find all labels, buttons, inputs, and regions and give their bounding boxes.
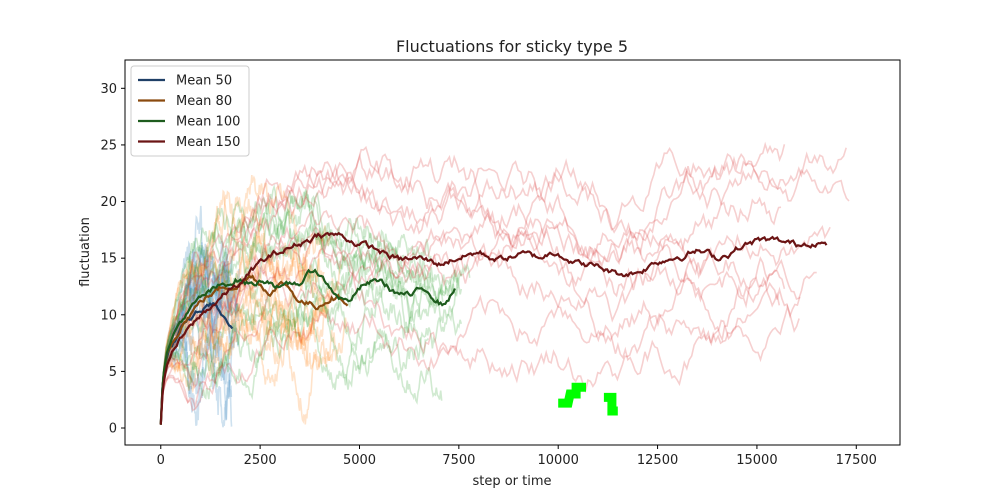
- chart-title: Fluctuations for sticky type 5: [396, 37, 628, 56]
- y-tick-label: 0: [109, 422, 117, 437]
- background-run-line: [160, 175, 343, 425]
- legend-box: [130, 65, 250, 157]
- legend: Mean 50 Mean 80 Mean 100 Mean 150: [130, 65, 250, 157]
- series-line-mean-100: [159, 268, 456, 425]
- mean-series-lines: [159, 231, 828, 425]
- background-run-line: [160, 241, 241, 425]
- x-tick-label: 5000: [343, 453, 376, 468]
- background-run-line: [160, 141, 786, 425]
- background-run-line: [160, 147, 847, 425]
- background-run-line: [160, 270, 800, 425]
- background-run-line: [160, 231, 325, 425]
- x-tick-label: 12500: [637, 453, 678, 468]
- background-run-line: [160, 242, 240, 425]
- background-run-line: [160, 260, 331, 425]
- background-run-line: [160, 183, 463, 425]
- green-marker: [603, 392, 618, 416]
- y-tick-label: 25: [100, 138, 117, 153]
- x-axis-label: step or time: [472, 474, 551, 489]
- background-run-line: [160, 189, 331, 425]
- y-tick-label: 30: [100, 82, 117, 97]
- legend-entry: Mean 80: [176, 94, 232, 109]
- x-tick-label: 2500: [244, 453, 277, 468]
- background-run-line: [160, 320, 234, 428]
- background-run-line: [160, 264, 230, 425]
- green-marker: [558, 382, 586, 408]
- background-runs: [160, 141, 850, 428]
- legend-entry: Mean 100: [176, 115, 240, 130]
- series-line-mean-50: [159, 301, 234, 425]
- background-run-line: [160, 202, 432, 425]
- background-run-line: [160, 207, 444, 425]
- legend-entry: Mean 50: [176, 74, 232, 89]
- y-tick-label: 5: [109, 365, 117, 380]
- x-tick-label: 17500: [836, 453, 877, 468]
- background-run-line: [160, 271, 239, 425]
- background-run-line: [160, 276, 433, 425]
- plot-frame: [124, 59, 901, 446]
- series-line-mean-80: [159, 274, 349, 425]
- y-tick-label: 10: [100, 308, 117, 323]
- y-axis-label: fluctuation: [78, 217, 93, 287]
- legend-entry: Mean 150: [176, 135, 240, 150]
- series-line-mean-150: [159, 231, 828, 425]
- green-markers: [558, 382, 618, 416]
- background-run-line: [160, 285, 463, 425]
- x-tick-label: 10000: [538, 453, 579, 468]
- x-axis-ticks: 0 2500 5000 7500 10000 12500 15000 17500: [157, 445, 877, 468]
- y-tick-label: 20: [100, 195, 117, 210]
- background-run-line: [160, 188, 429, 425]
- y-axis-ticks: 0 5 10 15 20 25 30: [100, 82, 125, 437]
- background-run-line: [160, 283, 331, 425]
- background-run-line: [160, 211, 463, 425]
- background-run-line: [160, 208, 831, 425]
- background-run-line: [160, 209, 786, 425]
- background-run-line: [160, 294, 801, 425]
- background-run-line: [160, 280, 443, 425]
- background-run-line: [160, 311, 348, 425]
- x-tick-label: 15000: [736, 453, 777, 468]
- x-tick-label: 7500: [442, 453, 475, 468]
- background-run-line: [160, 243, 240, 425]
- background-run-line: [160, 160, 850, 425]
- background-run-line: [160, 215, 325, 425]
- x-tick-label: 0: [157, 453, 165, 468]
- background-run-line: [160, 252, 471, 425]
- y-tick-label: 15: [100, 252, 117, 267]
- background-run-line: [160, 260, 334, 425]
- background-run-line: [160, 145, 782, 425]
